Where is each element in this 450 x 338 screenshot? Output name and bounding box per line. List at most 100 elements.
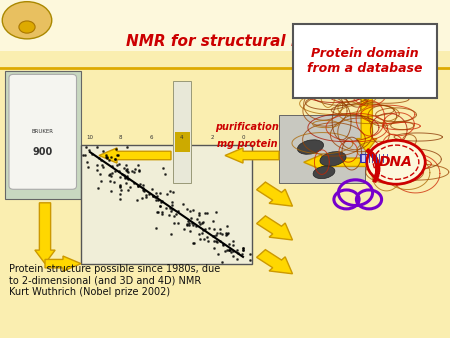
Point bbox=[186, 220, 193, 225]
Point bbox=[196, 210, 203, 216]
Point bbox=[120, 172, 127, 177]
Text: 900: 900 bbox=[32, 147, 53, 157]
Text: 6: 6 bbox=[149, 135, 153, 140]
Point bbox=[222, 233, 230, 238]
Point bbox=[134, 162, 141, 167]
Circle shape bbox=[367, 140, 425, 184]
Point bbox=[117, 184, 124, 190]
Point bbox=[216, 238, 224, 243]
Point bbox=[199, 220, 207, 225]
Point bbox=[156, 190, 163, 195]
Circle shape bbox=[2, 2, 52, 39]
Point bbox=[225, 242, 233, 247]
Point bbox=[157, 203, 164, 209]
Point bbox=[145, 192, 152, 197]
Point bbox=[105, 172, 112, 177]
Point bbox=[117, 174, 124, 179]
Point bbox=[199, 227, 206, 233]
Point bbox=[156, 203, 163, 209]
Point bbox=[99, 165, 107, 170]
Point bbox=[226, 248, 233, 253]
Point bbox=[136, 182, 143, 187]
Point bbox=[153, 225, 160, 231]
Point bbox=[204, 238, 212, 243]
Point bbox=[116, 197, 123, 202]
Point bbox=[80, 152, 87, 158]
Point bbox=[246, 251, 253, 256]
Point bbox=[135, 167, 143, 172]
Point bbox=[186, 222, 193, 228]
Point bbox=[216, 226, 223, 232]
FancyBboxPatch shape bbox=[279, 115, 364, 183]
Point bbox=[234, 257, 241, 262]
Point bbox=[189, 222, 197, 228]
Point bbox=[155, 209, 162, 215]
Point bbox=[168, 207, 176, 212]
FancyArrow shape bbox=[99, 148, 171, 163]
Point bbox=[153, 197, 160, 203]
Text: Protein domain
from a database: Protein domain from a database bbox=[307, 47, 422, 75]
Point bbox=[175, 209, 182, 214]
Point bbox=[195, 232, 203, 237]
Point bbox=[163, 191, 171, 197]
Point bbox=[82, 145, 89, 150]
Point bbox=[198, 231, 205, 236]
Point bbox=[230, 239, 237, 244]
Point bbox=[123, 173, 130, 179]
Text: DNA: DNA bbox=[379, 155, 413, 169]
Point bbox=[152, 194, 159, 200]
Point bbox=[210, 234, 217, 239]
Point bbox=[117, 184, 124, 189]
Point bbox=[84, 165, 91, 170]
Point bbox=[89, 151, 96, 156]
Point bbox=[158, 211, 166, 216]
Point bbox=[129, 168, 136, 174]
Point bbox=[122, 176, 129, 181]
Point bbox=[227, 249, 234, 255]
FancyBboxPatch shape bbox=[0, 0, 450, 51]
Point bbox=[170, 221, 177, 226]
Point bbox=[152, 190, 159, 195]
Point bbox=[162, 205, 170, 210]
FancyArrow shape bbox=[256, 216, 292, 240]
Point bbox=[84, 159, 91, 165]
FancyArrow shape bbox=[225, 148, 279, 163]
Point bbox=[184, 207, 191, 212]
Point bbox=[160, 166, 167, 171]
Point bbox=[153, 193, 160, 199]
Point bbox=[212, 209, 220, 215]
Point bbox=[171, 214, 178, 219]
Point bbox=[215, 251, 222, 257]
Point bbox=[223, 230, 230, 236]
Point bbox=[191, 240, 198, 246]
Point bbox=[166, 189, 174, 194]
Point bbox=[110, 179, 117, 185]
Text: 4: 4 bbox=[180, 135, 184, 140]
Point bbox=[117, 182, 124, 188]
Point bbox=[108, 170, 116, 175]
Point bbox=[98, 157, 105, 163]
Point bbox=[246, 258, 253, 263]
Point bbox=[97, 178, 104, 183]
Point bbox=[213, 238, 220, 243]
Point bbox=[94, 168, 101, 173]
Point bbox=[124, 144, 131, 150]
Point bbox=[239, 252, 246, 257]
Point bbox=[123, 167, 130, 172]
Point bbox=[111, 157, 118, 162]
Point bbox=[158, 198, 166, 203]
Point bbox=[167, 231, 175, 236]
Point bbox=[122, 167, 129, 173]
Point bbox=[159, 209, 166, 215]
Point bbox=[121, 174, 128, 179]
Point bbox=[184, 221, 191, 226]
Point bbox=[99, 162, 106, 167]
FancyBboxPatch shape bbox=[4, 71, 81, 199]
Point bbox=[214, 230, 221, 236]
Point bbox=[167, 208, 175, 213]
Point bbox=[113, 163, 121, 168]
Point bbox=[230, 242, 237, 247]
Point bbox=[149, 193, 156, 198]
Point bbox=[196, 221, 203, 227]
Point bbox=[234, 250, 242, 256]
